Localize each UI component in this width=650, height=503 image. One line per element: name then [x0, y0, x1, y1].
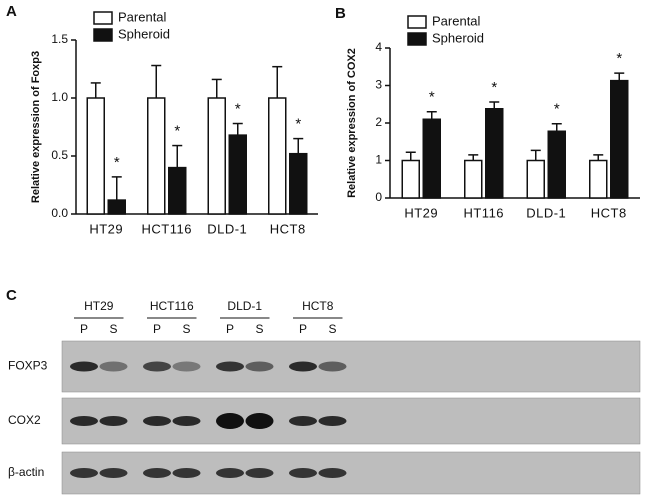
band [143, 468, 171, 478]
bar [107, 199, 126, 215]
significance-marker: * [235, 100, 241, 117]
band [99, 416, 128, 426]
y-tick-label: 1.0 [51, 90, 68, 104]
x-tick-label: HCT8 [270, 221, 306, 236]
group-label: HCT116 [150, 299, 194, 313]
legend-swatch [407, 15, 427, 29]
y-axis-label: Relative expression of COX2 [346, 48, 358, 198]
legend-label: Parental [432, 13, 481, 28]
bar [485, 108, 504, 199]
x-tick-label: DLD-1 [526, 205, 566, 220]
panel-label: C [6, 287, 17, 304]
bar [289, 152, 308, 215]
y-tick-label: 3 [375, 78, 382, 92]
row-label: COX2 [8, 413, 41, 427]
bar [401, 159, 420, 199]
band [172, 361, 201, 372]
band [216, 361, 244, 372]
y-tick-label: 1.5 [51, 32, 68, 46]
significance-marker: * [554, 101, 560, 118]
lane-label: S [182, 322, 190, 336]
bar [589, 159, 608, 199]
band [289, 416, 317, 426]
lane-label: P [226, 322, 234, 336]
y-axis-label: Relative expression of Foxp3 [30, 51, 42, 203]
band [289, 468, 317, 478]
band [143, 416, 171, 426]
y-tick-label: 0 [375, 190, 382, 204]
lane-label: P [299, 322, 307, 336]
lane-label: S [255, 322, 263, 336]
bar [228, 134, 247, 215]
band [99, 361, 128, 372]
band [172, 416, 201, 426]
legend-swatch [93, 11, 113, 25]
y-tick-label: 4 [375, 40, 382, 54]
y-tick-label: 2 [375, 115, 382, 129]
bar [207, 97, 226, 215]
band [318, 361, 347, 372]
significance-marker: * [616, 50, 622, 67]
x-tick-label: HT29 [89, 221, 123, 236]
x-tick-label: HCT8 [591, 205, 627, 220]
band [289, 361, 317, 372]
legend-label: Parental [118, 9, 167, 24]
significance-marker: * [114, 154, 120, 171]
band [216, 413, 244, 429]
group-label: HCT8 [302, 299, 334, 313]
bar [610, 79, 629, 199]
bar [464, 159, 483, 199]
panel-label: B [335, 5, 346, 22]
legend-label: Spheroid [432, 30, 484, 45]
bar [268, 97, 287, 215]
significance-marker: * [429, 89, 435, 106]
band [318, 416, 347, 426]
band [318, 468, 347, 478]
band [70, 361, 98, 372]
band [245, 413, 274, 429]
band [143, 361, 171, 372]
bar [422, 118, 441, 199]
x-tick-label: HT29 [404, 205, 438, 220]
bar [147, 97, 166, 215]
band [172, 468, 201, 478]
legend-label: Spheroid [118, 26, 170, 41]
band [70, 468, 98, 478]
row-label: FOXP3 [8, 359, 48, 373]
significance-marker: * [491, 79, 497, 96]
x-tick-label: HT116 [463, 205, 504, 220]
row-label: β-actin [8, 465, 44, 479]
y-tick-label: 0.5 [51, 148, 68, 162]
bar [526, 159, 545, 199]
lane-label: S [109, 322, 117, 336]
y-tick-label: 0.0 [51, 206, 68, 220]
x-tick-label: DLD-1 [207, 221, 247, 236]
bar [86, 97, 105, 215]
group-label: DLD-1 [227, 299, 262, 313]
significance-marker: * [174, 123, 180, 140]
lane-label: S [328, 322, 336, 336]
legend-swatch [407, 32, 427, 46]
lane-label: P [153, 322, 161, 336]
band [70, 416, 98, 426]
band [216, 468, 244, 478]
band [245, 468, 274, 478]
band [245, 361, 274, 372]
bar [168, 166, 187, 215]
lane-label: P [80, 322, 88, 336]
x-tick-label: HCT116 [142, 221, 192, 236]
group-label: HT29 [84, 299, 114, 313]
legend-swatch [93, 28, 113, 42]
y-tick-label: 1 [375, 153, 382, 167]
bar [547, 130, 566, 199]
significance-marker: * [295, 116, 301, 133]
band [99, 468, 128, 478]
panel-label: A [6, 3, 17, 20]
